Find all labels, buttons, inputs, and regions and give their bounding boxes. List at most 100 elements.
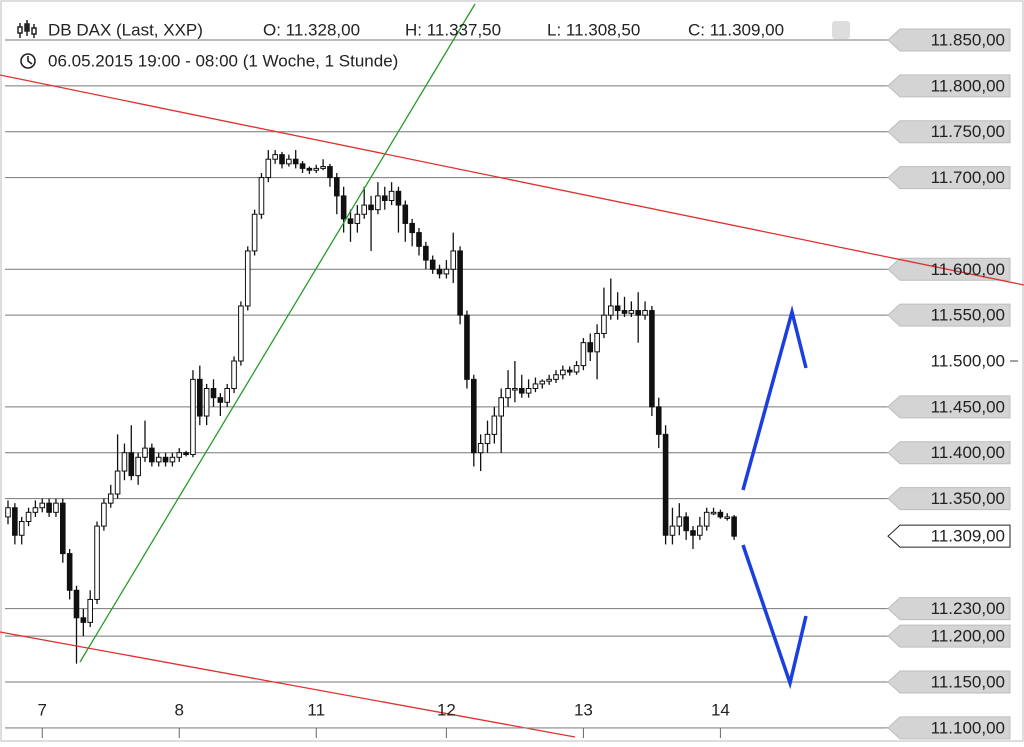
price-level-label: 11.230,00 bbox=[931, 599, 1005, 618]
candle-body bbox=[238, 305, 244, 362]
price-level-label: 11.100,00 bbox=[931, 718, 1005, 737]
candle-body bbox=[560, 369, 566, 376]
candle-body bbox=[286, 158, 292, 165]
candle-body bbox=[320, 166, 326, 169]
candle-body bbox=[731, 516, 737, 537]
candle-body bbox=[101, 502, 107, 527]
candle-body bbox=[368, 204, 374, 211]
candle-body bbox=[107, 493, 114, 504]
candle-body bbox=[402, 204, 409, 224]
candle-body bbox=[594, 332, 600, 353]
trend-line-lower bbox=[0, 631, 576, 738]
candle-body bbox=[231, 360, 237, 390]
candle-body bbox=[491, 415, 498, 435]
header-icon bbox=[17, 20, 37, 38]
candle-body bbox=[347, 218, 354, 224]
candle-body bbox=[258, 177, 265, 215]
price-level-box bbox=[887, 28, 1011, 52]
candle-body bbox=[443, 268, 450, 275]
trend-line-support bbox=[79, 3, 476, 663]
candle-body bbox=[477, 443, 484, 454]
ohlc-high: H: 11.337,50 bbox=[405, 20, 501, 39]
candle-body bbox=[395, 190, 402, 206]
last-price-label: 11.309,00 bbox=[931, 527, 1005, 546]
projection-up bbox=[741, 305, 808, 491]
x-tick-label: 8 bbox=[175, 700, 184, 719]
candle-body bbox=[94, 525, 100, 600]
candle-body bbox=[621, 310, 628, 314]
candle-body bbox=[375, 195, 381, 211]
candle-body bbox=[5, 507, 11, 518]
candle-body bbox=[381, 195, 388, 202]
x-tick-label: 11 bbox=[307, 700, 325, 719]
x-tick-label: 13 bbox=[574, 700, 593, 719]
ohlc-close: C: 11.309,00 bbox=[688, 20, 784, 39]
ohlc-open: O: 11.328,00 bbox=[263, 20, 360, 39]
candle-body bbox=[710, 511, 717, 515]
candle-body bbox=[484, 433, 491, 445]
candle-body bbox=[580, 342, 587, 367]
candle-body bbox=[114, 470, 121, 495]
candle-body bbox=[203, 388, 210, 417]
candle-body bbox=[614, 305, 621, 312]
candle-body bbox=[566, 369, 573, 373]
candle-body bbox=[292, 158, 299, 165]
candle-body bbox=[251, 213, 258, 252]
candle-body bbox=[361, 204, 367, 215]
candle-body bbox=[334, 177, 340, 197]
candle-body bbox=[224, 388, 230, 403]
candle-body bbox=[142, 447, 148, 458]
candle-body bbox=[655, 406, 662, 435]
price-level-box bbox=[887, 166, 1011, 190]
candle-body bbox=[409, 222, 415, 234]
settings-button[interactable] bbox=[832, 21, 850, 39]
candle-body bbox=[717, 511, 724, 518]
candle-body bbox=[539, 380, 546, 385]
price-level-box bbox=[887, 670, 1011, 694]
candle-body bbox=[642, 310, 648, 316]
candle-body bbox=[724, 516, 731, 519]
price-level-box bbox=[887, 597, 1011, 621]
candle-body bbox=[649, 310, 655, 408]
candle-body bbox=[25, 511, 32, 522]
candle-body bbox=[87, 598, 94, 623]
candle-body bbox=[306, 167, 313, 171]
candle-body bbox=[272, 154, 278, 160]
price-level-label: 11.200,00 bbox=[931, 627, 1005, 646]
candle-body bbox=[66, 553, 73, 591]
candle-body bbox=[683, 516, 689, 532]
candle-body bbox=[265, 158, 272, 179]
candle-body bbox=[197, 378, 203, 417]
candle-body bbox=[553, 374, 559, 380]
candle-body bbox=[546, 378, 552, 382]
price-level-box bbox=[887, 441, 1011, 465]
candle-body bbox=[662, 433, 669, 536]
candle-body bbox=[464, 314, 470, 380]
clock-icon bbox=[20, 53, 36, 69]
candle-body bbox=[450, 250, 457, 270]
candle-body bbox=[327, 166, 333, 179]
candle-body bbox=[169, 456, 176, 463]
price-level-label: 11.450,00 bbox=[931, 397, 1005, 416]
candle-body bbox=[690, 530, 696, 536]
candle-body bbox=[149, 447, 155, 463]
candle-body bbox=[416, 232, 422, 247]
price-level-box bbox=[887, 120, 1011, 144]
symbol: DB DAX (Last, XXP) bbox=[48, 20, 203, 39]
candle-body bbox=[703, 511, 710, 527]
price-level-label: 11.400,00 bbox=[931, 443, 1005, 462]
candle-body bbox=[388, 190, 395, 201]
candle-body bbox=[587, 342, 594, 353]
candle-body bbox=[525, 388, 532, 394]
price-level-label: 11.600,00 bbox=[931, 260, 1005, 279]
price-level-box bbox=[887, 395, 1011, 419]
clock-hands bbox=[27, 56, 33, 65]
candles bbox=[5, 150, 737, 664]
x-tick-label: 12 bbox=[437, 700, 456, 719]
candle-body bbox=[73, 589, 80, 619]
price-level-label: 11.800,00 bbox=[931, 76, 1005, 95]
price-level-box bbox=[887, 74, 1011, 98]
candle-body bbox=[176, 452, 183, 458]
candle-body bbox=[498, 397, 504, 417]
